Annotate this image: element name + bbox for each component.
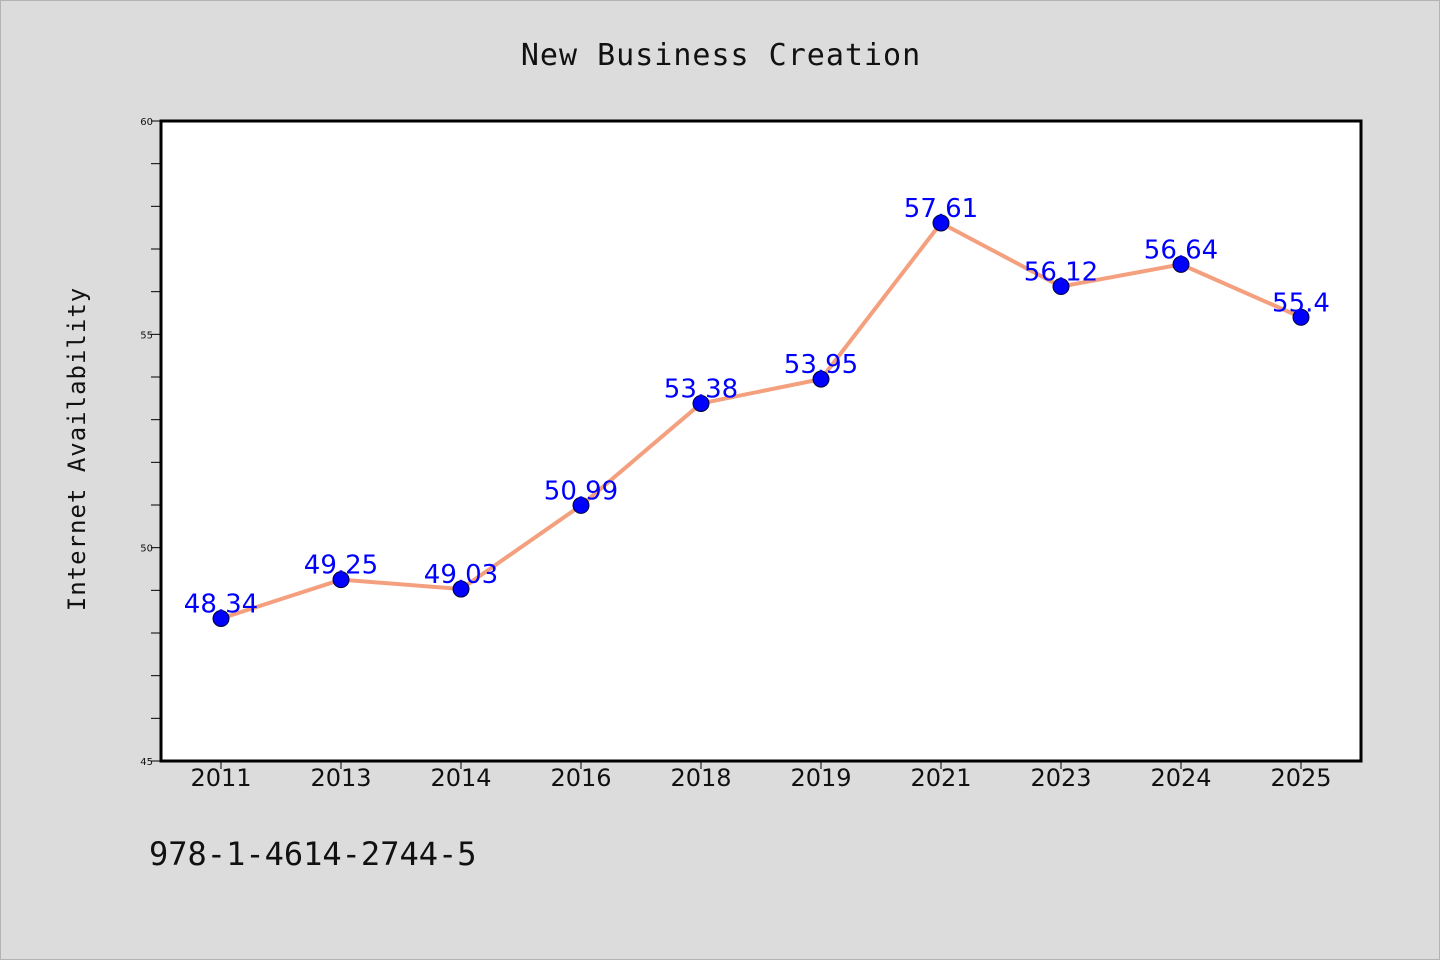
data-point: [572, 496, 590, 514]
data-labels: 48.34 49.25 49.03 50.99 53.38 53.95 57.61 56.12…: [184, 194, 1330, 620]
y-tick-label: 50: [140, 544, 153, 555]
data-point: [1172, 255, 1190, 273]
data-point: [692, 394, 710, 412]
data-point: [1052, 278, 1070, 296]
y-tick-label: 60: [140, 117, 153, 128]
plot-area: [161, 121, 1361, 761]
y-tick-label: 45: [140, 757, 153, 768]
y-tick-label: 55: [140, 330, 153, 341]
data-point: [812, 370, 830, 388]
data-label: 56.12: [1024, 258, 1098, 288]
data-label: 57.61: [904, 194, 978, 224]
data-label: 48.34: [184, 589, 258, 619]
y-axis-label: Internet Availability: [63, 287, 91, 611]
series-markers: [212, 214, 1310, 627]
plot-frame: [159, 119, 1363, 763]
chart-title: New Business Creation: [521, 38, 921, 73]
x-tick-label: 2024: [1150, 764, 1211, 792]
data-point: [1292, 308, 1310, 326]
x-tick-label: 2019: [790, 764, 851, 792]
data-label: 50.99: [544, 476, 618, 506]
data-label: 53.38: [664, 374, 738, 404]
series-line: [219, 220, 1303, 621]
data-label: 49.25: [304, 551, 378, 581]
isbn-footnote: 978-1-4614-2744-5: [149, 835, 477, 873]
x-tick-label: 2011: [190, 764, 251, 792]
x-tick-label: 2013: [310, 764, 371, 792]
x-tick-label: 2021: [910, 764, 971, 792]
y-axis: 45 50 55 60: [140, 117, 161, 768]
data-label: 55.4: [1272, 288, 1330, 318]
x-tick-label: 2023: [1030, 764, 1091, 792]
x-axis: 2011 2013 2014 2016 2018 2019 2021 2023 2024 2025: [190, 761, 1332, 792]
data-label: 56.64: [1144, 235, 1218, 265]
data-point: [212, 609, 230, 627]
x-tick-label: 2018: [670, 764, 731, 792]
x-tick-label: 2025: [1270, 764, 1331, 792]
x-tick-label: 2016: [550, 764, 611, 792]
data-point: [932, 214, 950, 232]
data-point: [452, 580, 470, 598]
data-point: [332, 571, 350, 589]
x-tick-label: 2014: [430, 764, 491, 792]
data-label: 49.03: [424, 560, 498, 590]
data-label: 53.95: [784, 350, 858, 380]
